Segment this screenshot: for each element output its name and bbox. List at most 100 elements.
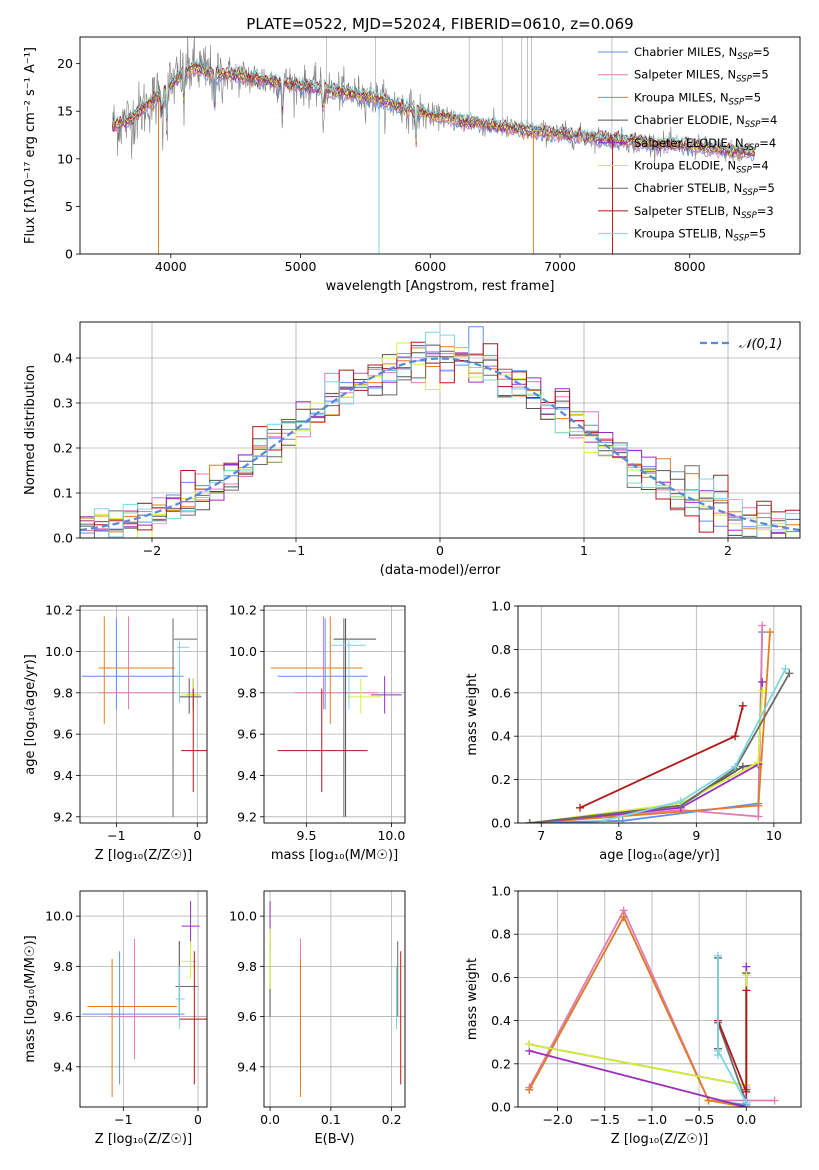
data-point-marker — [525, 1085, 534, 1094]
z-vs-mass-chart: −1 0 9.4 9.6 9.8 10.0 Z [log₁₀(Z/Z☉)] mass [log… — [23, 890, 208, 1147]
plot-area — [525, 906, 779, 1107]
x-axis-label: mass [log₁₀(M/M☉)] — [271, 848, 398, 863]
y-tick-label: 0 — [65, 247, 73, 262]
x-tick-label: −1.5 — [590, 1112, 620, 1127]
y-tick-label: 0.6 — [491, 970, 511, 985]
data-point-marker — [785, 669, 794, 678]
axes-frame — [79, 36, 801, 255]
x-tick-label: 4000 — [155, 259, 187, 274]
y-tick-label: 15 — [57, 104, 73, 119]
y-tick-label: 10.0 — [229, 644, 257, 659]
histogram-step-line — [80, 331, 800, 538]
data-point-marker — [758, 621, 767, 630]
data-point-marker — [713, 1046, 722, 1055]
y-tick-label: 10.2 — [229, 603, 257, 618]
data-point-marker — [754, 801, 763, 810]
x-tick-label: 0 — [194, 1112, 202, 1127]
x-tick-label: 0.0 — [736, 1112, 756, 1127]
x-tick-label: 8 — [615, 828, 623, 843]
normal-reference-curve — [80, 357, 800, 532]
data-point-marker — [770, 1096, 779, 1105]
spectrum-plot-area — [112, 37, 755, 254]
legend-entry: Chabrier MILES, NSSP=5 — [634, 45, 770, 62]
data-point-marker — [742, 986, 751, 995]
y-tick-label: 9.8 — [53, 959, 73, 974]
z-vs-mass-weight-chart: −2.0 −1.5 −1.0 −0.5 0.0 0.0 0.2 0.4 0.6 0.8 1.0 Z [… — [465, 884, 802, 1147]
y-tick-label: 0.4 — [491, 1013, 511, 1028]
x-tick-label: 6000 — [414, 259, 446, 274]
y-tick-label: 0.2 — [491, 772, 511, 787]
data-point-marker — [765, 628, 774, 637]
data-point-marker — [576, 803, 585, 812]
z-vs-age-chart: −1 0 9.2 9.4 9.6 9.8 10.0 10.2 Z [log₁₀(Z/Z☉)] ag… — [23, 603, 208, 863]
y-tick-label: 0.4 — [491, 729, 511, 744]
x-tick-label: −1 — [287, 543, 305, 558]
ebv-vs-mass-chart: 0.0 0.1 0.2 9.4 9.6 9.8 10.0 E(B-V) — [229, 890, 406, 1147]
y-axis-label: mass [log₁₀(M/M☉)] — [23, 935, 38, 1062]
y-tick-label: 0.6 — [491, 685, 511, 700]
y-tick-label: 10.2 — [45, 603, 73, 618]
axes-frame — [517, 890, 802, 1108]
x-tick-label: 10 — [766, 828, 782, 843]
axes-frame — [263, 890, 406, 1108]
y-axis-label: age [log₁₀(age/yr)] — [23, 654, 38, 775]
series-line — [528, 914, 747, 1107]
series-line — [528, 914, 747, 1106]
x-tick-label: −2 — [143, 543, 161, 558]
x-tick-label: 1 — [580, 543, 588, 558]
y-tick-label: 9.6 — [53, 727, 73, 742]
data-point-marker — [781, 664, 790, 673]
data-point-marker — [713, 951, 722, 960]
model-spectrum-line — [112, 70, 755, 162]
x-tick-label: 0.0 — [260, 1112, 280, 1127]
data-point-marker — [754, 812, 763, 821]
series-line — [529, 631, 771, 823]
y-tick-label: 0.4 — [53, 351, 73, 366]
x-tick-label: 9 — [692, 828, 700, 843]
series-line — [529, 672, 791, 823]
histogram-plot-area — [80, 326, 800, 538]
spectrum-legend: Chabrier MILES, NSSP=5 Salpeter MILES, NS… — [598, 45, 777, 244]
y-tick-label: 0.3 — [53, 396, 73, 411]
y-tick-label: 9.4 — [53, 768, 73, 783]
x-axis-label: age [log₁₀(age/yr)] — [599, 848, 720, 863]
x-tick-label: 8000 — [674, 259, 706, 274]
series-line — [529, 681, 764, 823]
x-tick-label: 2 — [724, 543, 732, 558]
axes-frame — [517, 605, 802, 824]
x-tick-label: −1.0 — [637, 1112, 667, 1127]
mass-vs-age-chart: 9.5 10.0 9.2 9.4 9.6 9.8 10.0 10.2 mass [log₁₀(M… — [229, 603, 406, 863]
data-point-marker — [754, 758, 763, 767]
y-tick-label: 9.6 — [53, 1009, 73, 1024]
histogram-chart: −2 −1 0 1 2 0.0 0.1 0.2 0.3 0.4 (data-model)/error… — [23, 321, 801, 578]
y-tick-label: 20 — [57, 56, 73, 71]
plot-area — [269, 901, 402, 1097]
y-tick-label: 0.0 — [53, 531, 73, 546]
y-tick-label: 9.6 — [237, 727, 257, 742]
y-tick-label: 1.0 — [491, 884, 511, 899]
data-point-marker — [731, 732, 740, 741]
y-tick-label: 9.6 — [237, 1009, 257, 1024]
axes-frame — [79, 605, 208, 824]
x-axis-label: Z [log₁₀(Z/Z☉)] — [95, 1132, 192, 1147]
data-point-marker — [742, 1087, 751, 1096]
data-point-marker — [525, 1040, 534, 1049]
data-point-marker — [676, 797, 685, 806]
y-axis-label: mass weight — [465, 958, 480, 1040]
legend-entry: Kroupa MILES, NSSP=5 — [634, 90, 761, 107]
data-point-marker — [525, 819, 534, 823]
data-point-marker — [618, 816, 627, 823]
series-line — [528, 908, 775, 1102]
y-tick-label: 10.0 — [229, 909, 257, 924]
y-tick-label: 9.4 — [237, 768, 257, 783]
plot-area — [82, 901, 207, 1097]
y-tick-label: 10 — [57, 151, 73, 166]
figure-title: PLATE=0522, MJD=52024, FIBERID=0610, z=0… — [246, 15, 633, 33]
y-tick-label: 0.8 — [491, 642, 511, 657]
x-tick-label: 7 — [537, 828, 545, 843]
y-tick-label: 1.0 — [491, 599, 511, 614]
legend-entry: Chabrier STELIB, NSSP=5 — [634, 181, 775, 198]
data-point-marker — [619, 912, 628, 921]
